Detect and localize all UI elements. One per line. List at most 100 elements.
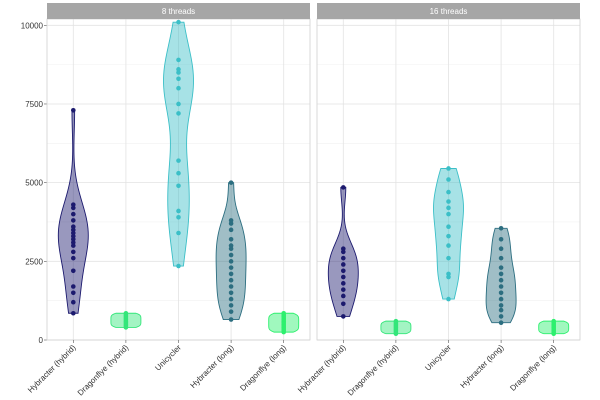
- x-tick-label: Dragonflye (long): [238, 343, 288, 393]
- data-point: [71, 240, 76, 245]
- y-tick-label: 10000: [21, 21, 44, 30]
- data-point: [71, 211, 76, 217]
- data-point: [176, 214, 181, 220]
- data-point: [228, 277, 234, 283]
- data-point: [498, 296, 504, 302]
- data-point: [228, 236, 234, 242]
- data-point: [498, 271, 504, 277]
- data-point: [498, 225, 504, 231]
- data-point: [228, 218, 234, 223]
- data-point: [71, 290, 76, 296]
- data-point: [71, 233, 76, 239]
- data-point: [228, 243, 234, 248]
- data-point: [498, 246, 504, 252]
- data-point: [228, 290, 234, 296]
- data-point: [446, 166, 451, 171]
- data-point: [228, 252, 234, 258]
- data-point: [446, 271, 451, 277]
- data-point: [71, 243, 76, 248]
- data-point: [228, 180, 234, 185]
- data-point: [228, 303, 234, 308]
- x-tick-label: Hybracter (hybrid): [26, 343, 78, 395]
- data-point: [498, 265, 504, 270]
- x-tick-label: Unicycler: [423, 343, 453, 373]
- data-point: [341, 249, 346, 255]
- data-point: [176, 263, 181, 269]
- data-point: [228, 265, 234, 270]
- data-point: [176, 85, 181, 91]
- data-point: [71, 218, 76, 223]
- data-point: [446, 177, 451, 182]
- data-point: [498, 307, 504, 313]
- data-point: [176, 70, 181, 75]
- data-point: [446, 274, 451, 280]
- data-point: [446, 199, 451, 204]
- data-point: [393, 318, 399, 324]
- x-tick-label: Unicycler: [153, 343, 183, 373]
- data-point: [551, 318, 556, 324]
- data-point: [71, 227, 76, 233]
- data-point: [176, 101, 181, 107]
- data-point: [71, 205, 76, 211]
- data-point: [71, 268, 76, 274]
- data-point: [228, 221, 234, 226]
- data-point: [446, 224, 451, 230]
- data-point: [341, 262, 346, 267]
- data-point: [341, 281, 346, 286]
- data-point: [71, 202, 76, 207]
- data-point: [446, 233, 451, 239]
- x-tick-label: Dragonflye (hybrid): [346, 343, 401, 398]
- data-point: [228, 227, 234, 233]
- x-tick-label: Hybracter (long): [189, 343, 236, 390]
- data-point: [446, 189, 451, 195]
- facet-label: 8 threads: [162, 7, 195, 16]
- data-point: [228, 284, 234, 289]
- data-point: [341, 293, 346, 299]
- data-point: [228, 296, 234, 302]
- data-point: [228, 246, 234, 252]
- data-point: [71, 249, 76, 255]
- data-point: [228, 317, 234, 322]
- y-tick-label: 7500: [25, 100, 43, 109]
- data-point: [446, 205, 451, 211]
- data-point: [176, 158, 181, 163]
- data-point: [228, 309, 234, 314]
- x-tick-label: Dragonflye (long): [508, 343, 558, 393]
- y-tick-label: 0: [39, 336, 44, 345]
- data-point: [71, 224, 76, 230]
- data-point: [341, 314, 346, 319]
- data-point: [71, 310, 76, 316]
- data-point: [71, 255, 76, 261]
- data-point: [446, 243, 451, 248]
- y-tick-label: 5000: [25, 179, 43, 188]
- data-point: [341, 301, 346, 307]
- data-point: [71, 230, 76, 236]
- data-point: [176, 170, 181, 176]
- facet-strip: [317, 3, 580, 19]
- facet-strip: [47, 3, 310, 19]
- data-point: [498, 236, 504, 242]
- data-point: [281, 310, 287, 316]
- data-point: [228, 271, 234, 277]
- x-tick-label: Hybracter (hybrid): [296, 343, 348, 395]
- data-point: [498, 303, 504, 308]
- violin-body: [57, 109, 89, 314]
- data-point: [341, 185, 346, 190]
- data-point: [498, 290, 504, 296]
- data-point: [498, 284, 504, 289]
- data-point: [176, 19, 181, 25]
- data-point: [71, 107, 76, 113]
- data-point: [341, 255, 346, 261]
- data-point: [498, 277, 504, 283]
- x-tick-label: Dragonflye (hybrid): [76, 343, 131, 398]
- data-point: [498, 255, 504, 261]
- violin-body: [433, 168, 464, 300]
- data-point: [176, 111, 181, 116]
- data-point: [176, 208, 181, 214]
- data-point: [123, 310, 129, 316]
- data-point: [498, 320, 504, 325]
- violin-body: [215, 182, 247, 320]
- x-tick-label: Hybracter (long): [459, 343, 506, 390]
- facet-label: 16 threads: [430, 7, 468, 16]
- data-point: [228, 259, 234, 264]
